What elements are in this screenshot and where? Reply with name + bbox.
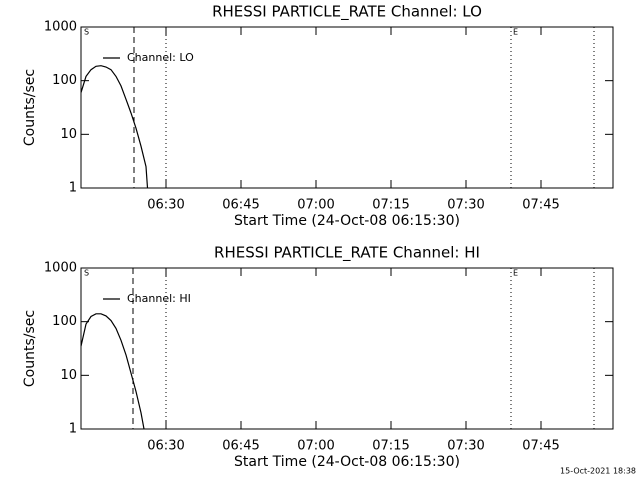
y-tick-label: 1 xyxy=(69,422,77,437)
x-axis-label: Start Time (24-Oct-08 06:15:30) xyxy=(234,454,460,470)
chart-title: RHESSI PARTICLE_RATE Channel: LO xyxy=(212,3,482,22)
y-tick-label: 100 xyxy=(52,73,77,88)
plot-frame xyxy=(80,26,614,189)
x-tick-label: 07:30 xyxy=(447,439,484,454)
data-line xyxy=(80,313,145,430)
y-axis-label: Counts/sec xyxy=(22,310,38,387)
chart-title: RHESSI PARTICLE_RATE Channel: HI xyxy=(214,244,480,263)
x-tick-label: 07:45 xyxy=(522,439,559,454)
y-tick-label: 1 xyxy=(69,181,77,196)
y-axis-label: Counts/sec xyxy=(22,69,38,146)
annotation: E xyxy=(513,28,518,37)
y-tick-label: 100 xyxy=(52,314,77,329)
annotation: S xyxy=(84,269,89,278)
x-tick-label: 06:30 xyxy=(147,198,184,213)
plot-frame xyxy=(80,267,614,430)
annotation: E xyxy=(513,269,518,278)
x-tick-label: 07:00 xyxy=(297,198,334,213)
x-tick-label: 07:30 xyxy=(447,198,484,213)
legend-label: Channel: LO xyxy=(127,51,194,64)
annotation: S xyxy=(84,28,89,37)
y-tick-label: 10 xyxy=(60,127,77,142)
x-tick-label: 07:45 xyxy=(522,198,559,213)
x-tick-label: 07:15 xyxy=(372,198,409,213)
y-tick-label: 1000 xyxy=(44,20,77,35)
x-tick-label: 06:45 xyxy=(222,198,259,213)
x-tick-label: 06:45 xyxy=(222,439,259,454)
legend-label: Channel: HI xyxy=(127,292,191,305)
timestamp: 15-Oct-2021 18:38 xyxy=(560,467,636,476)
data-line xyxy=(80,65,149,189)
x-tick-label: 07:15 xyxy=(372,439,409,454)
y-tick-label: 10 xyxy=(60,368,77,383)
x-tick-label: 07:00 xyxy=(297,439,334,454)
y-tick-label: 1000 xyxy=(44,261,77,276)
x-tick-label: 06:30 xyxy=(147,439,184,454)
x-axis-label: Start Time (24-Oct-08 06:15:30) xyxy=(234,213,460,229)
